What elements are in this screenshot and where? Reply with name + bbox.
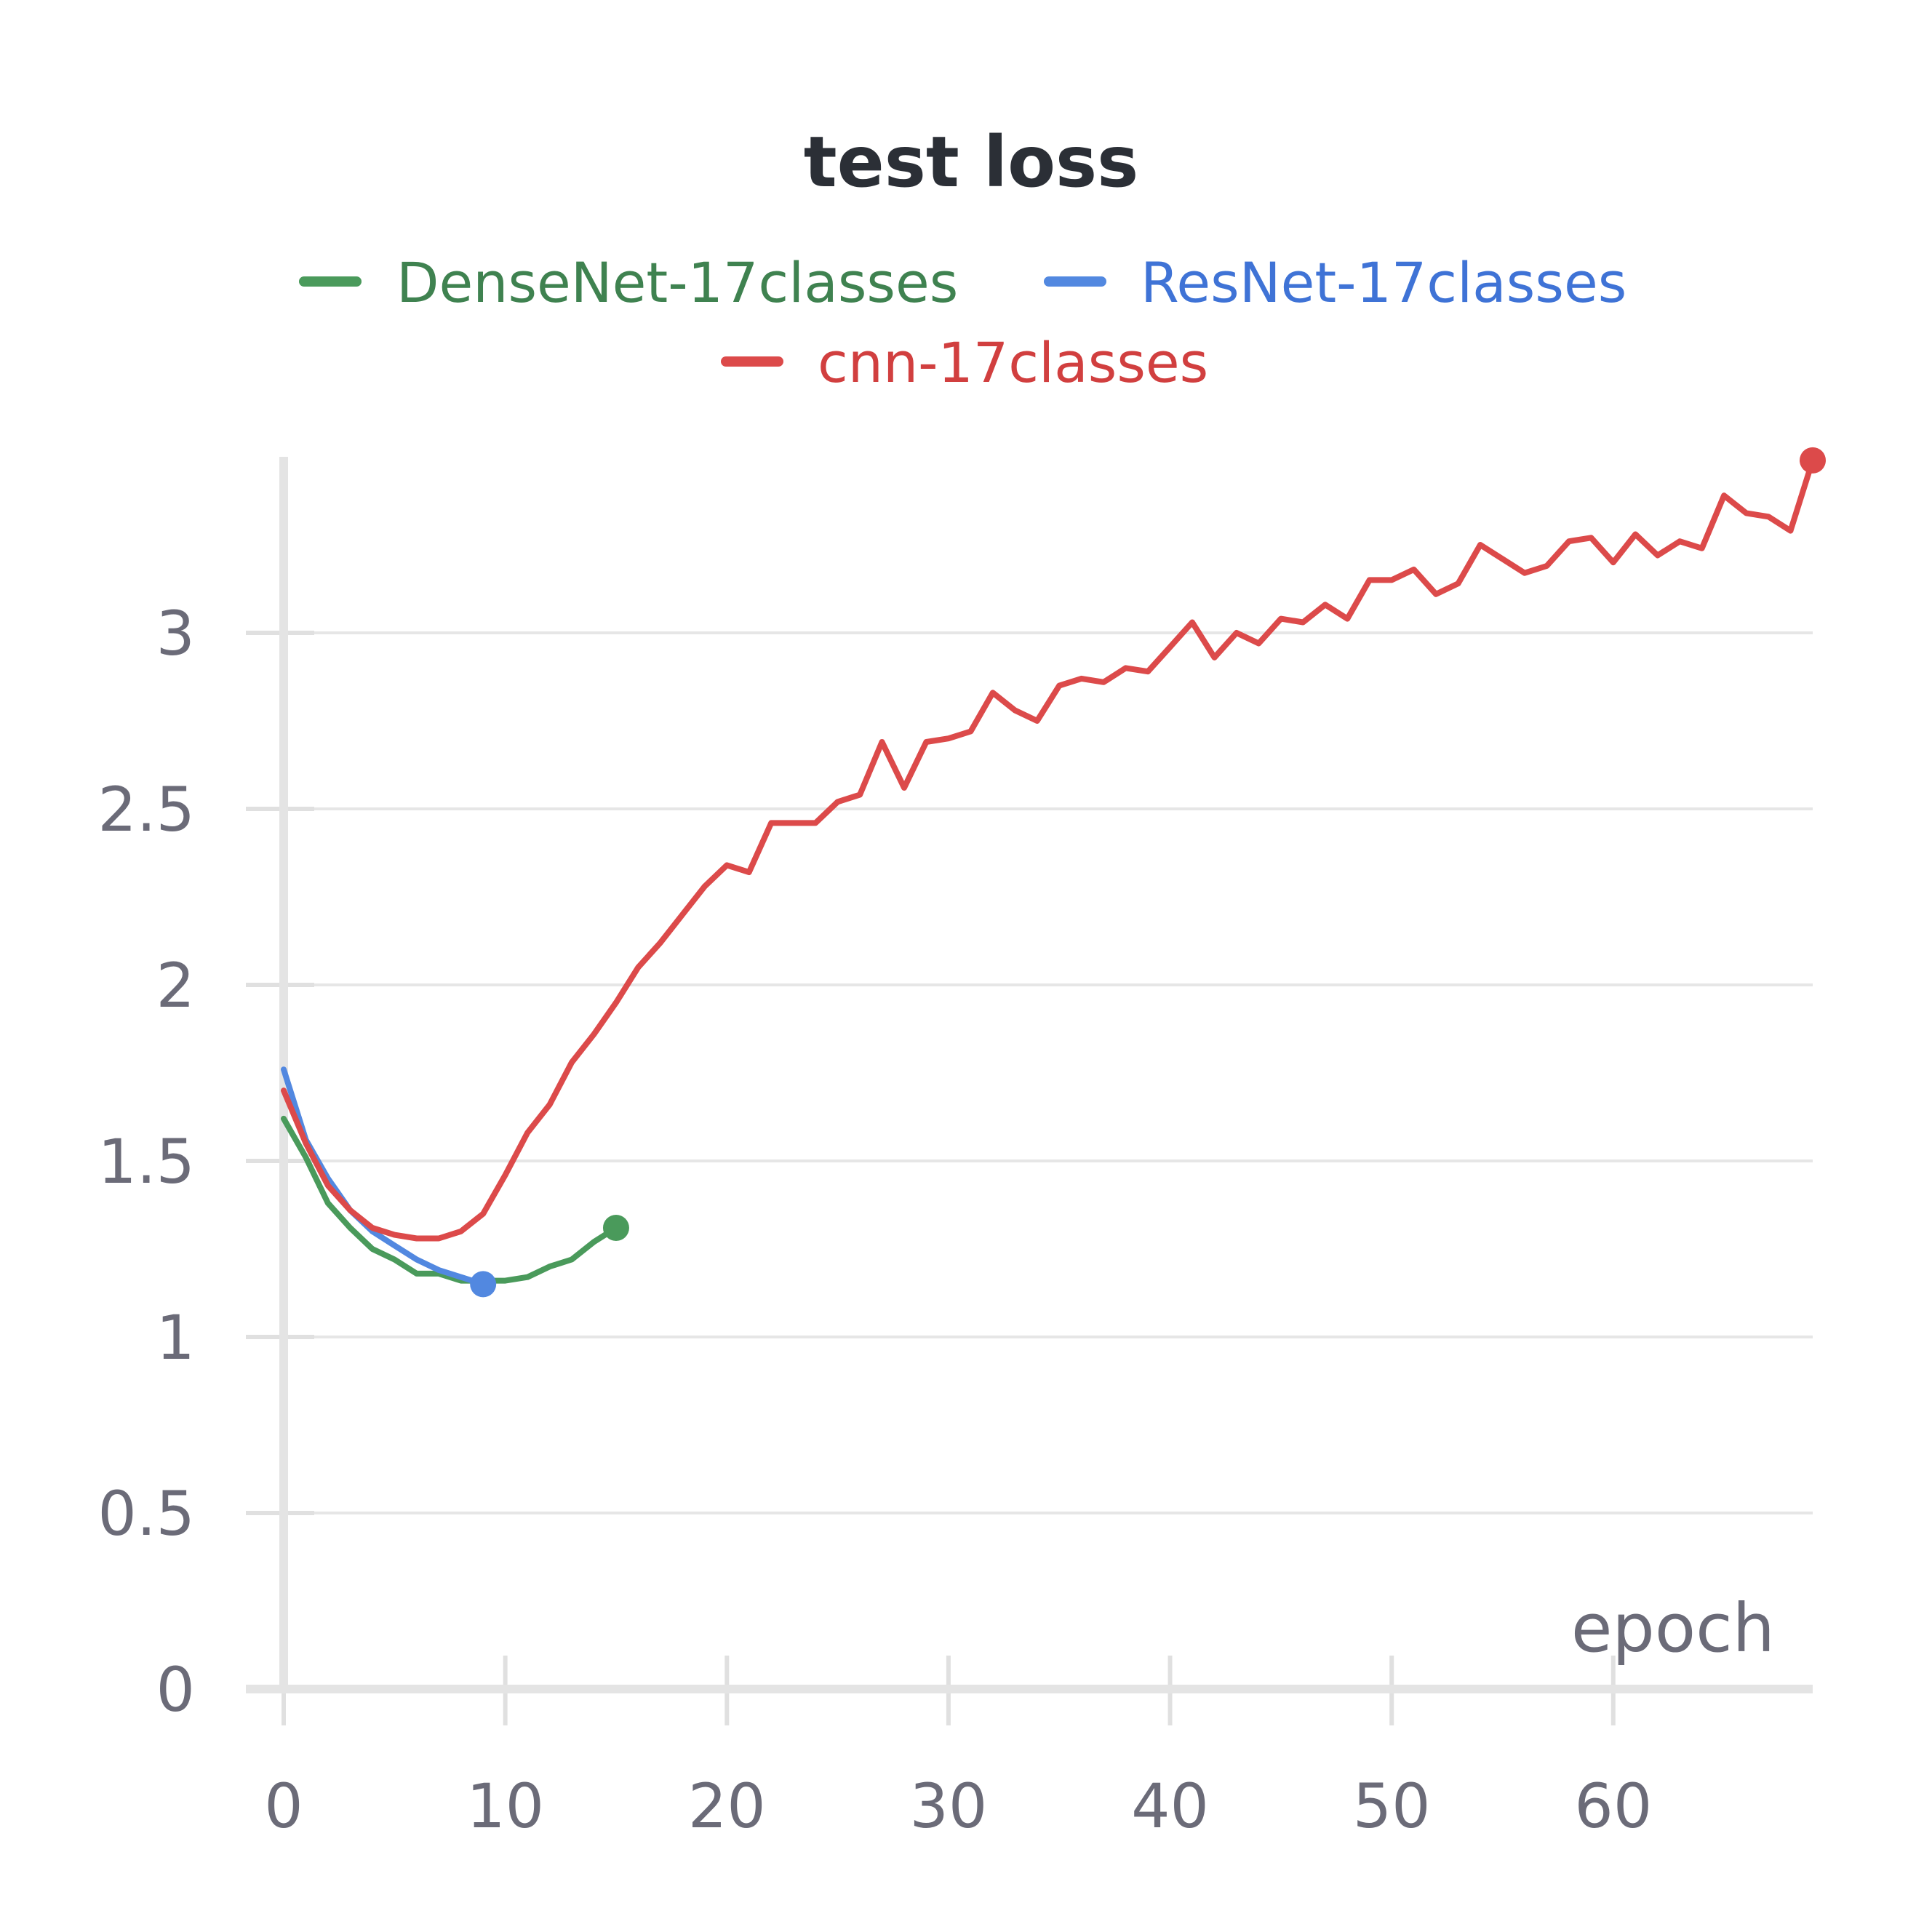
x-tick-label: 50	[1353, 1771, 1431, 1842]
legend-label: DenseNet-17classes	[396, 250, 958, 315]
series-line-densenet-17classes	[281, 1115, 619, 1284]
legend-item: DenseNet-17classes	[299, 250, 958, 315]
y-tick-label: 0	[156, 1654, 195, 1725]
x-tick-label: 20	[688, 1771, 766, 1842]
x-tick-label: 30	[909, 1771, 987, 1842]
legend-item: cnn-17classes	[721, 330, 1208, 395]
legend-item: ResNet-17classes	[1044, 250, 1626, 315]
series-line-cnn-17classes	[281, 457, 1816, 1242]
grid-lines	[284, 631, 1813, 1514]
chart-title: test loss	[804, 121, 1139, 203]
y-tick-label: 2.5	[97, 774, 195, 845]
series-endpoint-densenet-17classes	[602, 1214, 629, 1241]
y-tick-label: 2	[156, 950, 195, 1021]
legend-label: cnn-17classes	[818, 330, 1208, 395]
axes: 00.511.522.530 10 20 30 40 50 60	[97, 457, 1813, 1842]
x-tick-label: 40	[1131, 1771, 1209, 1842]
series-endpoint-cnn-17classes	[1800, 447, 1826, 474]
legend-label: ResNet-17classes	[1141, 250, 1626, 315]
x-tick-label: 0	[264, 1771, 303, 1842]
x-tick-label: 60	[1574, 1771, 1652, 1842]
series-endpoint-resnet-17classes	[470, 1271, 497, 1298]
legend: DenseNet-17classes ResNet-17classes cnn-17…	[299, 250, 1626, 395]
y-tick-label: 0.5	[97, 1478, 195, 1549]
y-tick-label: 3	[156, 598, 195, 669]
plot-area	[281, 447, 1826, 1298]
y-tick-label: 1.5	[97, 1126, 195, 1197]
x-axis-label: epoch	[1571, 1589, 1775, 1667]
y-tick-label: 1	[156, 1302, 195, 1373]
x-tick-label: 10	[466, 1771, 544, 1842]
